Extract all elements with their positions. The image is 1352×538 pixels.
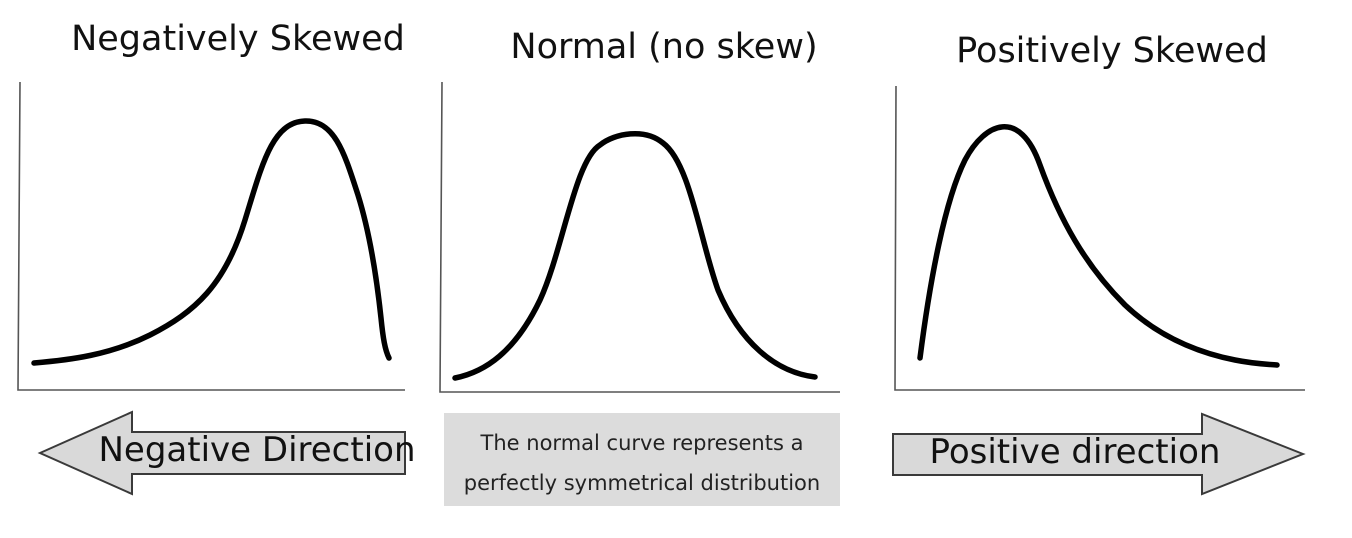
- normal-curve: [452, 130, 818, 381]
- negatively-skewed-curve: [31, 118, 392, 366]
- note-line-2: perfectly symmetrical distribution: [464, 471, 820, 495]
- right-arrow-shape: [892, 412, 1306, 496]
- normal-panel: [439, 81, 840, 393]
- negative-direction-arrow: Negative Direction: [37, 410, 416, 496]
- note-box: [444, 413, 840, 506]
- negatively-skewed-axes: [17, 81, 405, 391]
- negatively-skewed-title: Negatively Skewed: [71, 19, 405, 59]
- positively-skewed-curve: [917, 124, 1280, 368]
- normal-axes: [439, 81, 840, 393]
- normal-title: Normal (no skew): [510, 27, 817, 67]
- positive-direction-label: Positive direction: [930, 432, 1221, 472]
- note-line-1: The normal curve represents a: [480, 431, 804, 455]
- negatively-skewed-panel: [17, 81, 405, 391]
- positively-skewed-axes: [894, 85, 1305, 391]
- positively-skewed-panel: [894, 85, 1305, 391]
- left-arrow-shape: [37, 410, 406, 496]
- negative-direction-label: Negative Direction: [99, 430, 416, 470]
- normal-note: The normal curve represents a perfectly …: [444, 413, 840, 506]
- positively-skewed-title: Positively Skewed: [956, 31, 1268, 71]
- positive-direction-arrow: Positive direction: [892, 412, 1306, 496]
